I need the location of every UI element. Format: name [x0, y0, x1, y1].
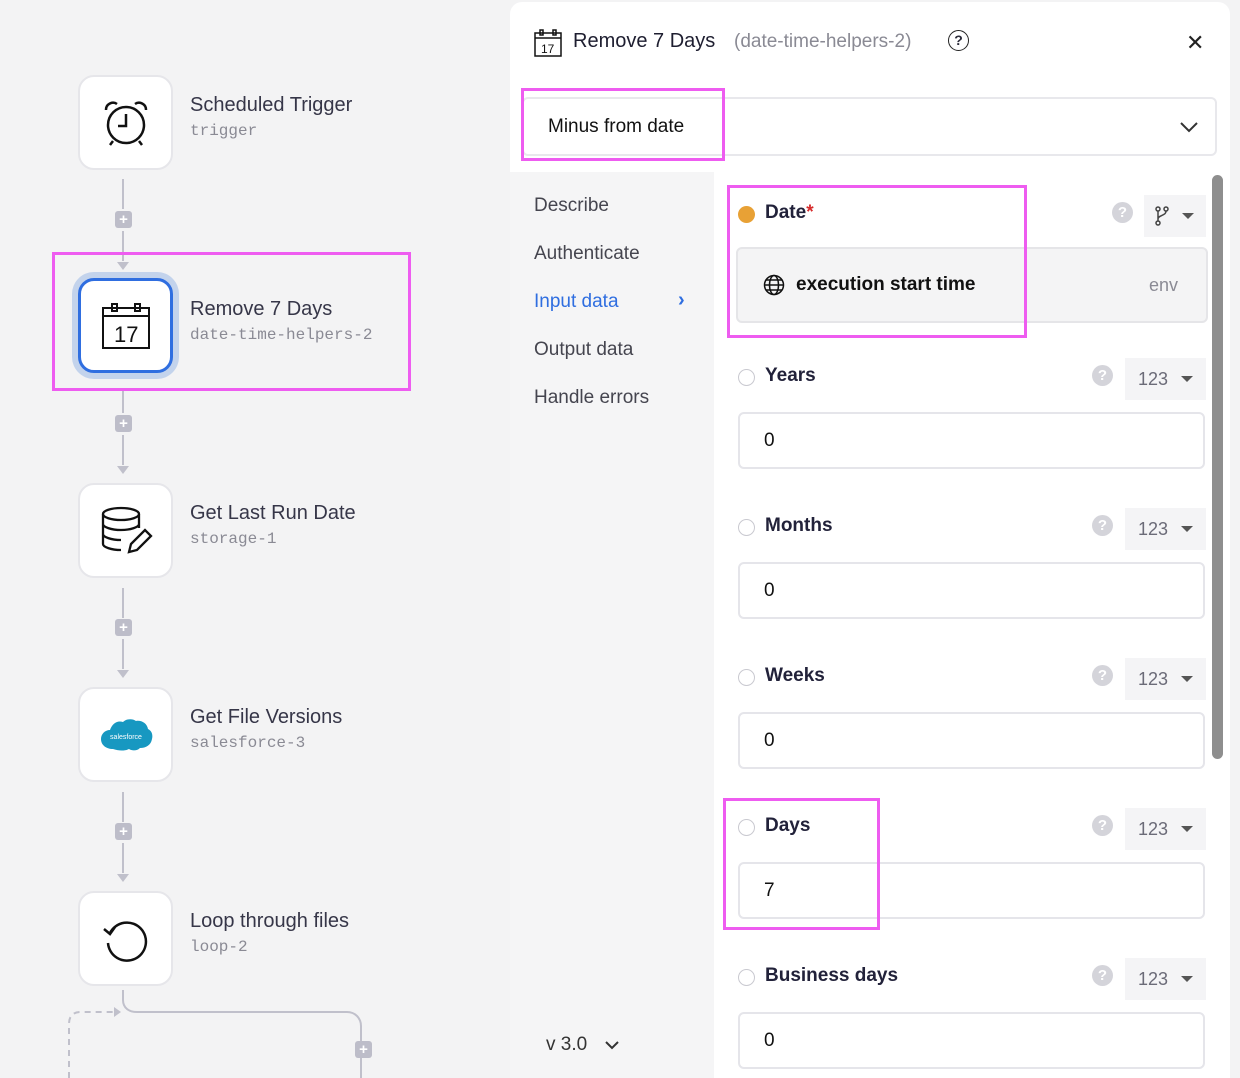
date-value-field[interactable]: execution start time env [736, 247, 1208, 323]
field-label: Years [765, 365, 816, 386]
svg-text:salesforce: salesforce [110, 734, 142, 741]
radio-years[interactable] [738, 369, 755, 386]
business-days-input[interactable]: 0 [738, 1012, 1205, 1069]
type-select[interactable]: 123 [1125, 658, 1206, 700]
scrollbar[interactable] [1212, 175, 1223, 759]
node-id: storage-1 [190, 530, 277, 548]
panel-nav: Describe Authenticate Input data › Outpu… [510, 172, 714, 1078]
node-scheduled-trigger[interactable] [78, 75, 173, 170]
node-get-last-run-date[interactable] [78, 483, 173, 578]
chevron-right-icon: › [678, 289, 685, 311]
database-edit-icon [101, 506, 153, 554]
radio-months[interactable] [738, 519, 755, 536]
type-select[interactable]: 123 [1125, 808, 1206, 850]
node-title: Loop through files [190, 910, 350, 932]
help-icon[interactable]: ? [1092, 515, 1113, 536]
nav-describe[interactable]: Describe [534, 195, 609, 216]
field-label: Weeks [765, 665, 825, 686]
calendar-icon: 17 [101, 302, 150, 349]
nav-authenticate[interactable]: Authenticate [534, 243, 640, 264]
add-step-button[interactable]: + [355, 1041, 372, 1058]
operation-value: Minus from date [548, 116, 685, 137]
node-loop-through-files[interactable] [78, 891, 173, 986]
date-value: execution start time [796, 274, 976, 295]
globe-icon [763, 274, 785, 296]
field-label-date: Date* [765, 202, 814, 223]
nav-output-data[interactable]: Output data [534, 339, 634, 360]
add-step-button[interactable]: + [115, 619, 132, 636]
version-label: v 3.0 [546, 1034, 588, 1055]
help-icon[interactable]: ? [948, 30, 969, 51]
help-icon[interactable]: ? [1092, 365, 1113, 386]
node-id: salesforce-3 [190, 734, 306, 752]
loop-icon [102, 920, 147, 962]
months-input[interactable]: 0 [738, 562, 1205, 619]
version-select[interactable]: v 3.0 [546, 1034, 620, 1056]
node-title: Get File Versions [190, 706, 343, 728]
radio-weeks[interactable] [738, 669, 755, 686]
node-id: trigger [190, 122, 258, 140]
branch-type-select[interactable] [1144, 195, 1206, 237]
type-select[interactable]: 123 [1125, 958, 1206, 1000]
node-id: date-time-helpers-2 [190, 326, 373, 344]
node-id: loop-2 [190, 938, 248, 956]
radio-business-days[interactable] [738, 969, 755, 986]
help-icon[interactable]: ? [1092, 815, 1113, 836]
nav-input-data[interactable]: Input data [534, 291, 619, 312]
weeks-input[interactable]: 0 [738, 712, 1205, 769]
years-input[interactable]: 0 [738, 412, 1205, 469]
field-label: Days [765, 815, 811, 836]
branch-icon [1155, 206, 1169, 226]
caret-down-icon [1182, 213, 1194, 219]
operation-select[interactable]: Minus from date [522, 97, 1217, 156]
salesforce-icon: salesforce [100, 718, 152, 750]
svg-text:17: 17 [541, 42, 555, 56]
field-label: Months [765, 515, 833, 536]
panel-subtitle: (date-time-helpers-2) [734, 31, 912, 52]
close-button[interactable]: ✕ [1186, 30, 1205, 55]
add-step-button[interactable]: + [115, 211, 132, 228]
svg-text:17: 17 [114, 322, 138, 347]
node-title: Remove 7 Days [190, 298, 333, 320]
node-remove-7-days[interactable]: 17 [78, 278, 173, 373]
calendar-icon: 17 [534, 29, 562, 57]
node-title: Scheduled Trigger [190, 94, 353, 116]
node-title: Get Last Run Date [190, 502, 356, 524]
field-label: Business days [765, 965, 899, 986]
help-icon[interactable]: ? [1092, 965, 1113, 986]
loop-connectors [68, 990, 362, 1078]
radio-days[interactable] [738, 819, 755, 836]
panel-title: Remove 7 Days [573, 30, 716, 52]
help-icon[interactable]: ? [1112, 202, 1133, 223]
chevron-down-icon [1180, 122, 1198, 133]
alarm-clock-icon [104, 101, 147, 146]
chevron-down-icon [605, 1041, 620, 1050]
add-step-button[interactable]: + [115, 823, 132, 840]
status-dot [738, 206, 755, 223]
type-select[interactable]: 123 [1125, 358, 1206, 400]
step-config-panel: 17 Remove 7 Days (date-time-helpers-2) ?… [510, 2, 1230, 1078]
date-source: env [1148, 275, 1178, 295]
add-step-button[interactable]: + [115, 415, 132, 432]
node-get-file-versions[interactable]: salesforce [78, 687, 173, 782]
days-input[interactable]: 7 [738, 862, 1205, 919]
help-icon[interactable]: ? [1092, 665, 1113, 686]
type-select[interactable]: 123 [1125, 508, 1206, 550]
nav-handle-errors[interactable]: Handle errors [534, 387, 650, 408]
